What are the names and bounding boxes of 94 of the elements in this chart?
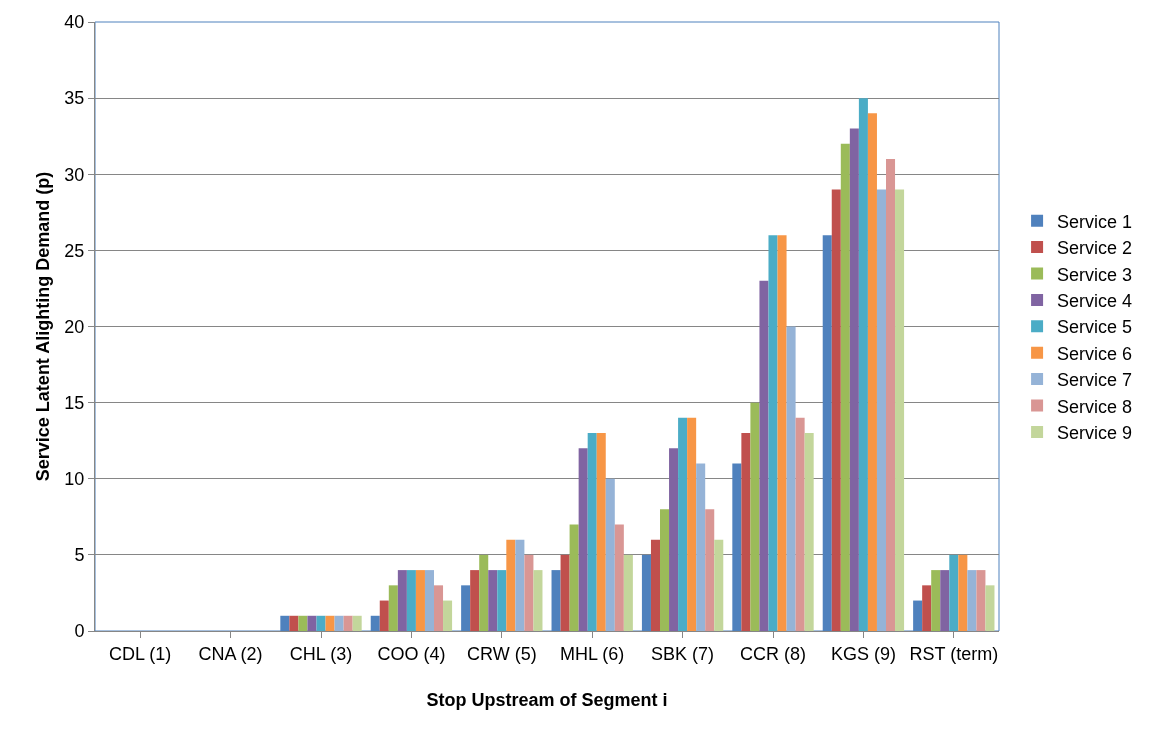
bar xyxy=(397,570,407,631)
bar xyxy=(840,143,850,631)
y-tick-label: 10 xyxy=(64,469,85,490)
bar xyxy=(768,235,778,631)
bar xyxy=(415,570,425,631)
x-tick-label: CCR (8) xyxy=(740,643,806,664)
bar xyxy=(623,554,633,631)
bar xyxy=(434,585,444,631)
bar xyxy=(705,509,715,631)
bar xyxy=(325,615,335,631)
bar xyxy=(596,433,606,631)
bar xyxy=(515,539,525,631)
y-tick-label: 5 xyxy=(74,545,85,566)
bar xyxy=(777,235,787,631)
bar xyxy=(958,554,968,631)
legend-label: Service 8 xyxy=(1057,396,1133,417)
bar xyxy=(804,433,814,631)
bar xyxy=(931,570,941,631)
bar xyxy=(533,570,543,631)
y-axis-title: Service Latent Alighting Demand (p) xyxy=(33,171,53,482)
bar xyxy=(895,189,905,631)
legend-label: Service 4 xyxy=(1057,290,1133,311)
bar xyxy=(316,615,326,631)
x-tick-label: SBK (7) xyxy=(651,643,715,664)
legend-label: Service 7 xyxy=(1057,370,1133,391)
bar xyxy=(967,570,977,631)
bar xyxy=(352,615,362,631)
bar xyxy=(479,554,489,631)
bar xyxy=(678,417,688,631)
legend-label: Service 9 xyxy=(1057,422,1133,443)
y-tick-label: 15 xyxy=(64,392,85,413)
bar xyxy=(289,615,299,631)
bar xyxy=(949,554,959,631)
bar xyxy=(985,585,995,631)
legend-label: Service 1 xyxy=(1057,211,1133,232)
bar xyxy=(741,433,751,631)
bar xyxy=(307,615,317,631)
x-tick-label: RST (term) xyxy=(909,643,999,664)
bar xyxy=(497,570,507,631)
x-tick-label: CRW (5) xyxy=(466,643,537,664)
bar xyxy=(506,539,516,631)
x-tick-label: MHL (6) xyxy=(560,643,625,664)
bar xyxy=(750,402,760,631)
bar xyxy=(867,113,877,631)
x-tick-label: CDL (1) xyxy=(109,643,172,664)
y-tick-label: 0 xyxy=(74,621,85,642)
bar xyxy=(560,554,570,631)
x-tick-label: CNA (2) xyxy=(198,643,263,664)
bar xyxy=(379,600,389,631)
x-tick-label: KGS (9) xyxy=(830,643,896,664)
bar xyxy=(650,539,660,631)
bar xyxy=(940,570,950,631)
y-tick-label: 30 xyxy=(64,164,85,185)
bar xyxy=(406,570,416,631)
bar xyxy=(470,570,480,631)
bar xyxy=(488,570,498,631)
legend-label: Service 6 xyxy=(1057,343,1133,364)
bar xyxy=(786,326,796,631)
bar xyxy=(298,615,308,631)
bar xyxy=(424,570,434,631)
y-tick-label: 25 xyxy=(64,240,85,261)
bar xyxy=(714,539,724,631)
bar xyxy=(578,448,588,631)
bar xyxy=(334,615,344,631)
bar xyxy=(669,448,679,631)
bar xyxy=(343,615,353,631)
bar xyxy=(524,554,534,631)
bar xyxy=(886,159,896,631)
bar xyxy=(687,417,697,631)
bar xyxy=(858,98,868,631)
bar xyxy=(388,585,398,631)
bar xyxy=(569,524,579,631)
legend-label: Service 3 xyxy=(1057,264,1133,285)
bar xyxy=(922,585,932,631)
x-tick-label: COO (4) xyxy=(377,643,446,664)
bar xyxy=(696,463,706,631)
x-axis-title: Stop Upstream of Segment i xyxy=(426,689,668,710)
y-tick-label: 40 xyxy=(64,12,85,33)
bar xyxy=(660,509,670,631)
x-tick-label: CHL (3) xyxy=(289,643,353,664)
legend-label: Service 2 xyxy=(1057,238,1133,259)
bar xyxy=(443,600,453,631)
bar xyxy=(795,417,805,631)
y-tick-label: 35 xyxy=(64,88,85,109)
bar xyxy=(876,189,886,631)
y-tick-label: 20 xyxy=(64,316,85,337)
bar xyxy=(614,524,624,631)
bar xyxy=(831,189,841,631)
bar xyxy=(587,433,597,631)
legend-label: Service 5 xyxy=(1057,317,1133,338)
bar xyxy=(849,128,859,631)
bar xyxy=(976,570,986,631)
bar xyxy=(759,280,769,631)
bar xyxy=(605,478,615,631)
